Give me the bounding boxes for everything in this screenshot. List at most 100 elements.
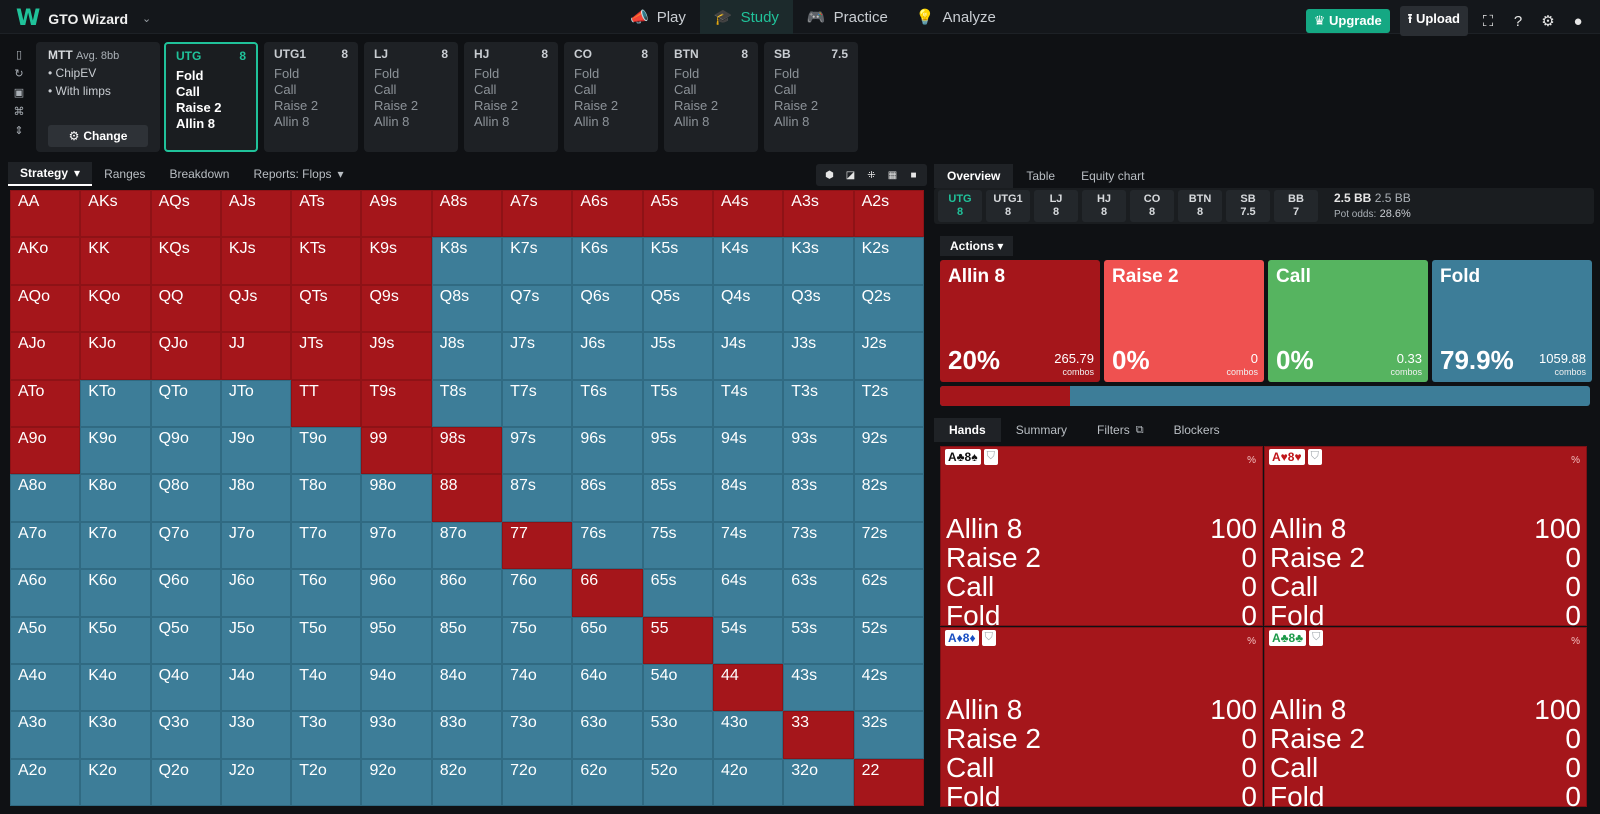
seat-action[interactable]: Fold (474, 66, 500, 81)
seat-action[interactable]: Allin 8 (274, 114, 310, 129)
hand-cell[interactable]: 63s (783, 569, 854, 617)
hand-cell[interactable]: 62o (572, 758, 643, 807)
hand-cell[interactable]: 82o (431, 758, 503, 807)
hand-cell[interactable]: 86s (572, 474, 643, 522)
copy-icon[interactable]: ⧉ (1135, 423, 1144, 436)
seat-sb[interactable]: SB 7.5 Fold Call Raise 2 Allin 8 (764, 42, 858, 152)
hand-cell[interactable]: 92s (853, 426, 924, 475)
hand-cell[interactable]: 96o (361, 569, 432, 617)
tab-reports-flops[interactable]: Reports: Flops ▾ (241, 162, 355, 186)
hand-cell[interactable]: 72s (853, 521, 924, 570)
hand-cell[interactable]: T9o (291, 426, 362, 475)
hand-cell[interactable]: A7o (10, 521, 81, 570)
hand-cell[interactable]: 82s (853, 474, 924, 522)
hand-cell[interactable]: T4o (291, 663, 362, 712)
hand-cell[interactable]: KK (80, 237, 151, 285)
hand-cell[interactable]: 42s (853, 663, 924, 712)
hand-cell[interactable]: QJo (150, 332, 221, 380)
hand-cell[interactable]: K8s (431, 237, 503, 285)
seat-action[interactable]: Raise 2 (474, 98, 519, 113)
save-icon[interactable]: ▣ (13, 87, 25, 99)
hand-cell[interactable]: 32s (853, 711, 924, 759)
tab-summary[interactable]: Summary (1001, 418, 1082, 442)
upgrade-button[interactable]: ♛ Upgrade (1305, 9, 1390, 33)
hand-cell[interactable]: A2s (853, 190, 924, 238)
hand-cell[interactable]: QQ (150, 284, 221, 333)
hand-cell[interactable]: 87o (431, 521, 503, 570)
hand-cell[interactable]: A6o (10, 569, 81, 617)
hand-cell[interactable]: J9s (361, 332, 432, 380)
seat-action[interactable]: Raise 2 (674, 98, 719, 113)
hand-cell[interactable]: T9s (361, 379, 432, 427)
hand-cell[interactable]: K3o (80, 711, 151, 759)
seat-action[interactable]: Call (274, 82, 297, 97)
hand-cell[interactable]: AA (10, 190, 81, 238)
hand-cell[interactable]: K8o (80, 474, 151, 522)
seat-action[interactable]: Allin 8 (474, 114, 510, 129)
hand-cell[interactable]: 42o (712, 758, 784, 807)
seat-action[interactable]: Call (176, 84, 200, 99)
hand-cell[interactable]: 64s (712, 569, 784, 617)
hand-cell[interactable]: K3s (783, 237, 854, 285)
chevron-down-icon[interactable]: ⌄ (142, 13, 152, 25)
hand-cell[interactable]: A7s (502, 190, 573, 238)
hand-cell[interactable]: K4o (80, 663, 151, 712)
tab-blockers[interactable]: Blockers (1159, 418, 1235, 442)
hand-cell[interactable]: 98s (431, 426, 503, 475)
hand-cell[interactable]: 87s (502, 474, 573, 522)
hand-cell[interactable]: 65s (642, 569, 713, 617)
nav-study[interactable]: 🎓 Study (699, 0, 793, 34)
seat-utg[interactable]: UTG 8 Fold Call Raise 2 Allin 8 (164, 42, 258, 152)
hand-cell[interactable]: 73o (502, 711, 573, 759)
seat-action[interactable]: Raise 2 (176, 100, 222, 115)
help-icon[interactable]: ? (1513, 12, 1523, 30)
seat-action[interactable]: Raise 2 (774, 98, 819, 113)
hand-cell[interactable]: 98o (361, 474, 432, 522)
hand-cell[interactable]: 74s (712, 521, 784, 570)
seat-action[interactable]: Call (474, 82, 497, 97)
hand-cell[interactable]: JTo (220, 379, 292, 427)
hand-cell[interactable]: 93s (783, 426, 854, 475)
hand-cell[interactable]: J4s (712, 332, 784, 380)
hand-cell[interactable]: AKo (10, 237, 81, 285)
position-utg1[interactable]: UTG1 8 (986, 190, 1030, 222)
position-hj[interactable]: HJ 8 (1082, 190, 1126, 222)
hand-cell[interactable]: 52s (853, 616, 924, 664)
seat-action[interactable]: Fold (374, 66, 400, 81)
grid-view-icon[interactable]: ▦ (887, 169, 898, 181)
hand-cell[interactable]: A9s (361, 190, 432, 238)
hand-cell[interactable]: T5s (642, 379, 713, 427)
seat-action[interactable]: Raise 2 (574, 98, 619, 113)
hand-cell[interactable]: T7o (291, 521, 362, 570)
hand-cell[interactable]: 96s (572, 426, 643, 475)
hand-cell[interactable]: A8o (10, 474, 81, 522)
hand-cell[interactable]: QJs (220, 284, 292, 333)
seat-lj[interactable]: LJ 8 Fold Call Raise 2 Allin 8 (364, 42, 458, 152)
gear-icon[interactable]: ⚙ (1541, 13, 1555, 30)
hand-cell[interactable]: T6s (572, 379, 643, 427)
hand-cell[interactable]: T4s (712, 379, 784, 427)
hand-cell[interactable]: 44 (712, 663, 784, 712)
hand-cell[interactable]: T3s (783, 379, 854, 427)
hand-cell[interactable]: TT (291, 379, 362, 427)
hand-cell[interactable]: T3o (291, 711, 362, 759)
position-bb[interactable]: BB 7 (1274, 190, 1318, 222)
hand-cell[interactable]: J2o (220, 758, 292, 807)
hand-cell[interactable]: AJo (10, 332, 81, 380)
hand-cell[interactable]: Q5s (642, 284, 713, 333)
hand-cell[interactable]: A8s (431, 190, 503, 238)
seat-action[interactable]: Fold (674, 66, 700, 81)
hand-cell[interactable]: 32o (783, 758, 854, 807)
hand-cell[interactable]: A2o (10, 758, 81, 807)
gamepad-icon[interactable]: ⌘ (13, 106, 25, 118)
hand-cell[interactable]: Q9s (361, 284, 432, 333)
hand-cell[interactable]: Q2o (150, 758, 221, 807)
bookmark-icon[interactable]: ▯ (15, 49, 23, 61)
full-view-icon[interactable]: ■ (910, 169, 917, 181)
hand-combo-card[interactable]: A♥8♥ ⛉% Allin 8 100 Raise 2 0 Call 0 Fold 0 (1264, 446, 1587, 630)
hand-cell[interactable]: 88 (431, 474, 503, 522)
hand-cell[interactable]: 76s (572, 521, 643, 570)
tab-filters[interactable]: Filters ⧉ (1082, 418, 1159, 442)
hand-cell[interactable]: QTo (150, 379, 221, 427)
hand-cell[interactable]: 95o (361, 616, 432, 664)
